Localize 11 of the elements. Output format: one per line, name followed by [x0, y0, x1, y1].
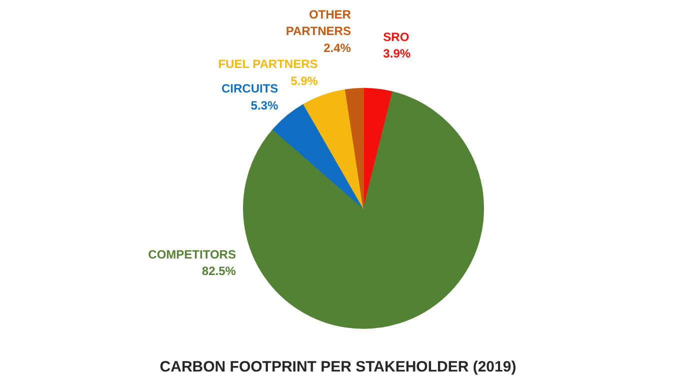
slice-label: SRO: [383, 30, 410, 44]
text: CARBON FOOTPRINT PER STAKEHOLDER (2019): [160, 358, 516, 376]
slice-label: COMPETITORS: [148, 247, 236, 262]
slice-label: OTHER PARTNERS: [286, 7, 352, 38]
slice-label: FUEL PARTNERS: [218, 57, 318, 72]
data-label: 2.4%: [324, 40, 352, 55]
slice-label: CIRCUITS: [221, 82, 278, 96]
data-label: 82.5%: [202, 264, 236, 278]
data-label: 5.3%: [250, 98, 278, 112]
data-label: 3.9%: [383, 46, 411, 61]
data-label: 5.9%: [290, 74, 318, 88]
